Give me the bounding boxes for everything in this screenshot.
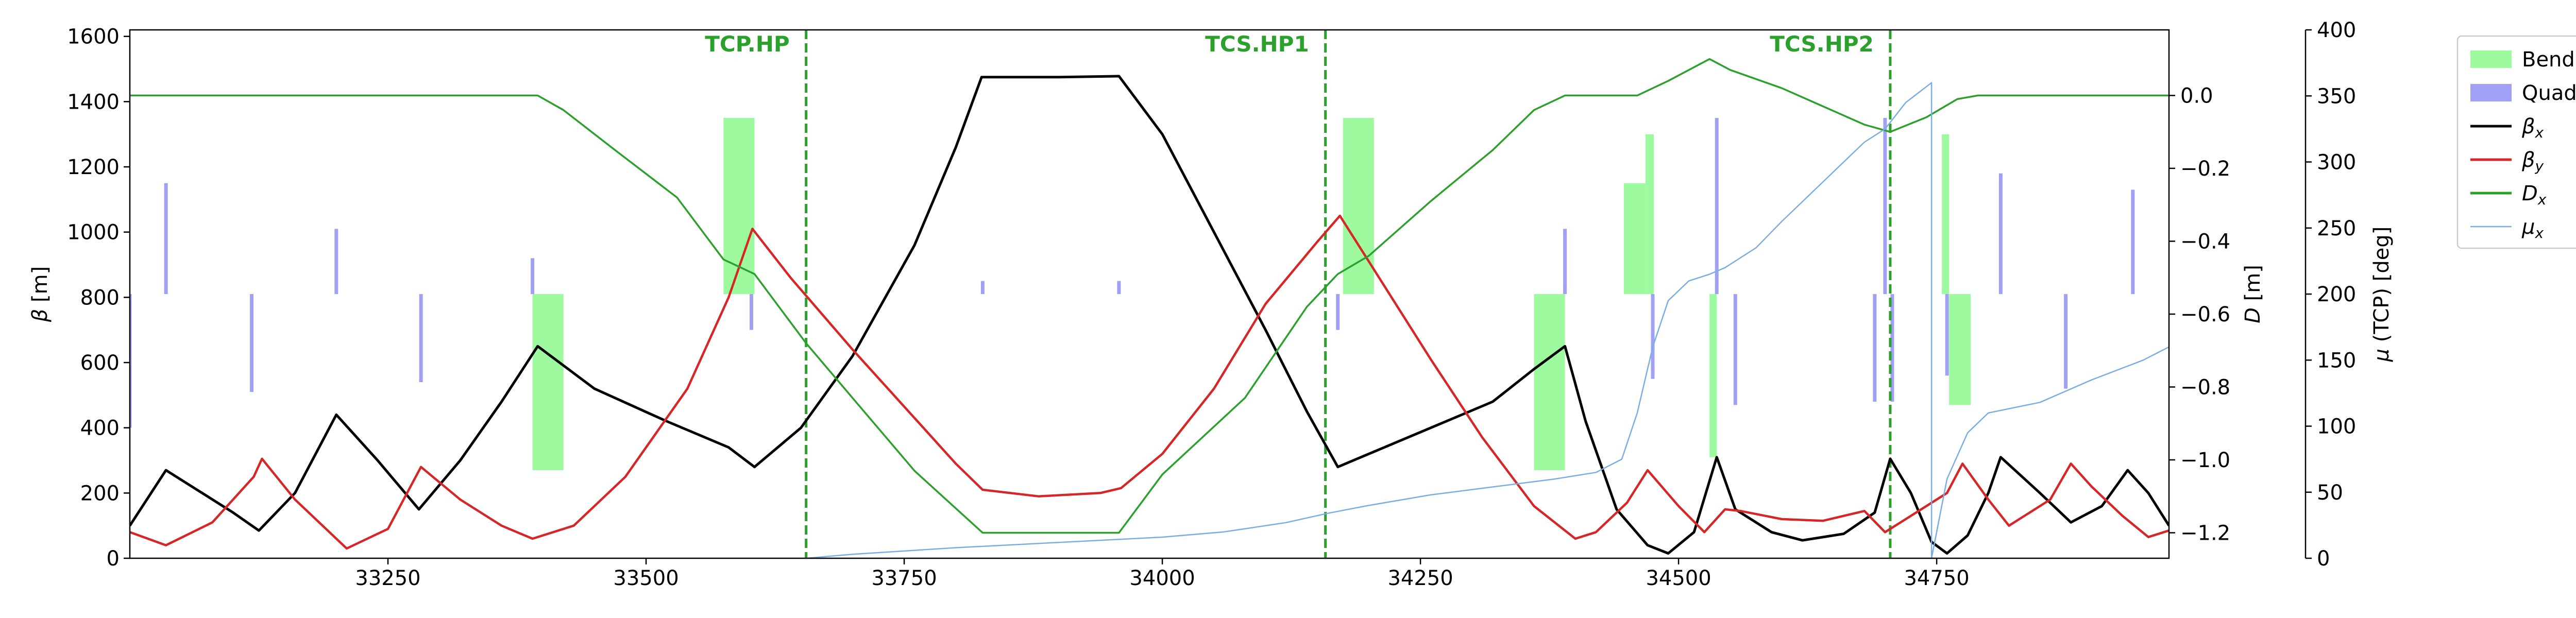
beta-axis: 0 200 400 600 800 1000 1200 1400 1600 [67, 25, 130, 571]
mu-tick-label: 250 [2317, 217, 2356, 241]
dispersion-axis-label: D [m] [2241, 265, 2265, 323]
quad-block [1336, 294, 1340, 330]
collimator-marker-label: TCS.HP2 [1770, 31, 1874, 57]
quad-block [1715, 118, 1719, 294]
quad-block [1873, 294, 1877, 402]
mu-tick-label: 0 [2317, 547, 2330, 571]
dispersion-tick-label: −0.4 [2180, 230, 2230, 253]
quad-block [1563, 229, 1567, 294]
bend-h-block [1343, 118, 1374, 294]
quad-block [531, 258, 535, 294]
quad-block [980, 281, 985, 294]
legend-label: μx [2521, 215, 2544, 242]
beta-tick-label: 1000 [67, 221, 120, 245]
quad-block [249, 294, 253, 392]
bend-h-block [1534, 294, 1565, 470]
quad-block [1945, 294, 1949, 376]
bend-h-block [1623, 183, 1646, 294]
lattice-elements [130, 118, 2135, 470]
legend-swatch [2470, 50, 2512, 68]
collimator-marker-label: TCS.HP1 [1205, 31, 1309, 57]
mu-axis-label: μ (TCP) [deg] [2370, 227, 2394, 363]
quad-block [164, 183, 168, 294]
dispersion-tick-label: −0.6 [2180, 303, 2230, 327]
beta-tick-label: 1600 [67, 25, 120, 49]
beta_x-line [130, 75, 2169, 555]
mu-tick-label: 150 [2317, 349, 2356, 372]
bend-h-block [1709, 294, 1717, 457]
beta-tick-label: 1400 [67, 90, 120, 114]
legend-swatch [2470, 84, 2512, 101]
mu-tick-label: 350 [2317, 84, 2356, 108]
quad-block [2064, 294, 2068, 389]
legend-label: Quad [2522, 81, 2576, 105]
mu-tick-label: 200 [2317, 283, 2356, 306]
beta-tick-label: 0 [107, 547, 120, 571]
beta-tick-label: 1200 [67, 156, 120, 179]
quad-block [1998, 173, 2003, 294]
beta-tick-label: 400 [80, 417, 120, 440]
dispersion-tick-label: −0.8 [2180, 375, 2230, 399]
bend-h-block [1942, 134, 1950, 294]
quad-block [419, 294, 423, 382]
x-axis: 33250 33500 33750 34000 34250 34500 34750 [355, 558, 1970, 590]
legend-label: Bend h [2522, 48, 2576, 72]
quad-block [334, 229, 338, 294]
dispersion-tick-label: −1.0 [2180, 449, 2230, 472]
quad-block [1651, 294, 1655, 379]
beta_y-line [130, 214, 2169, 550]
beta-tick-label: 800 [80, 286, 120, 310]
collimator-marker-label: TCP.HP [705, 31, 789, 57]
x-tick-label: 34000 [1129, 566, 1195, 590]
quad-block [130, 294, 132, 428]
x-tick-label: 34500 [1646, 566, 1711, 590]
mu-tick-label: 300 [2317, 151, 2356, 175]
x-tick-label: 34750 [1904, 566, 1969, 590]
dispersion-tick-label: 0.0 [2180, 84, 2213, 108]
beta-axis-label: β [m] [28, 266, 52, 322]
mu_x-line [806, 82, 2169, 558]
optics-series [130, 58, 2169, 558]
mu-axis: 0 50 100 150 200 250 300 350 400 [2306, 19, 2356, 571]
mu-tick-label: 100 [2317, 415, 2356, 439]
legend-label: βx [2521, 115, 2544, 141]
bend-h-block [1949, 294, 1971, 405]
x-tick-label: 33500 [613, 566, 679, 590]
quad-block [1733, 294, 1737, 405]
bend-h-block [532, 294, 564, 470]
dispersion-tick-label: −1.2 [2180, 521, 2230, 545]
legend-label: βy [2521, 148, 2544, 175]
quad-block [1117, 281, 1121, 294]
quad-block [1890, 294, 1894, 402]
dispersion-tick-label: −0.2 [2180, 157, 2230, 181]
x-tick-label: 34250 [1387, 566, 1453, 590]
quad-block [2131, 190, 2135, 294]
collimator-markers: TCP.HP TCS.HP1 TCS.HP2 [705, 30, 1892, 558]
dispersion-axis: −1.2 −1.0 −0.8 −0.6 −0.4 −0.2 0.0 [2169, 84, 2230, 545]
D_x-line [130, 58, 2169, 534]
x-tick-label: 33250 [355, 566, 420, 590]
beta-tick-label: 600 [80, 351, 120, 375]
mu-tick-label: 50 [2317, 481, 2343, 505]
beta-tick-label: 200 [80, 482, 120, 505]
quad-block [1883, 118, 1887, 294]
bend-h-block [1645, 134, 1654, 294]
legend: Bend h Quad βx βy Dx μx [2456, 35, 2576, 249]
legend-label: Dx [2522, 182, 2547, 208]
plot-frame [129, 29, 2170, 559]
x-tick-label: 33750 [871, 566, 937, 590]
mu-tick-label: 400 [2317, 19, 2356, 42]
quad-block [749, 294, 753, 330]
